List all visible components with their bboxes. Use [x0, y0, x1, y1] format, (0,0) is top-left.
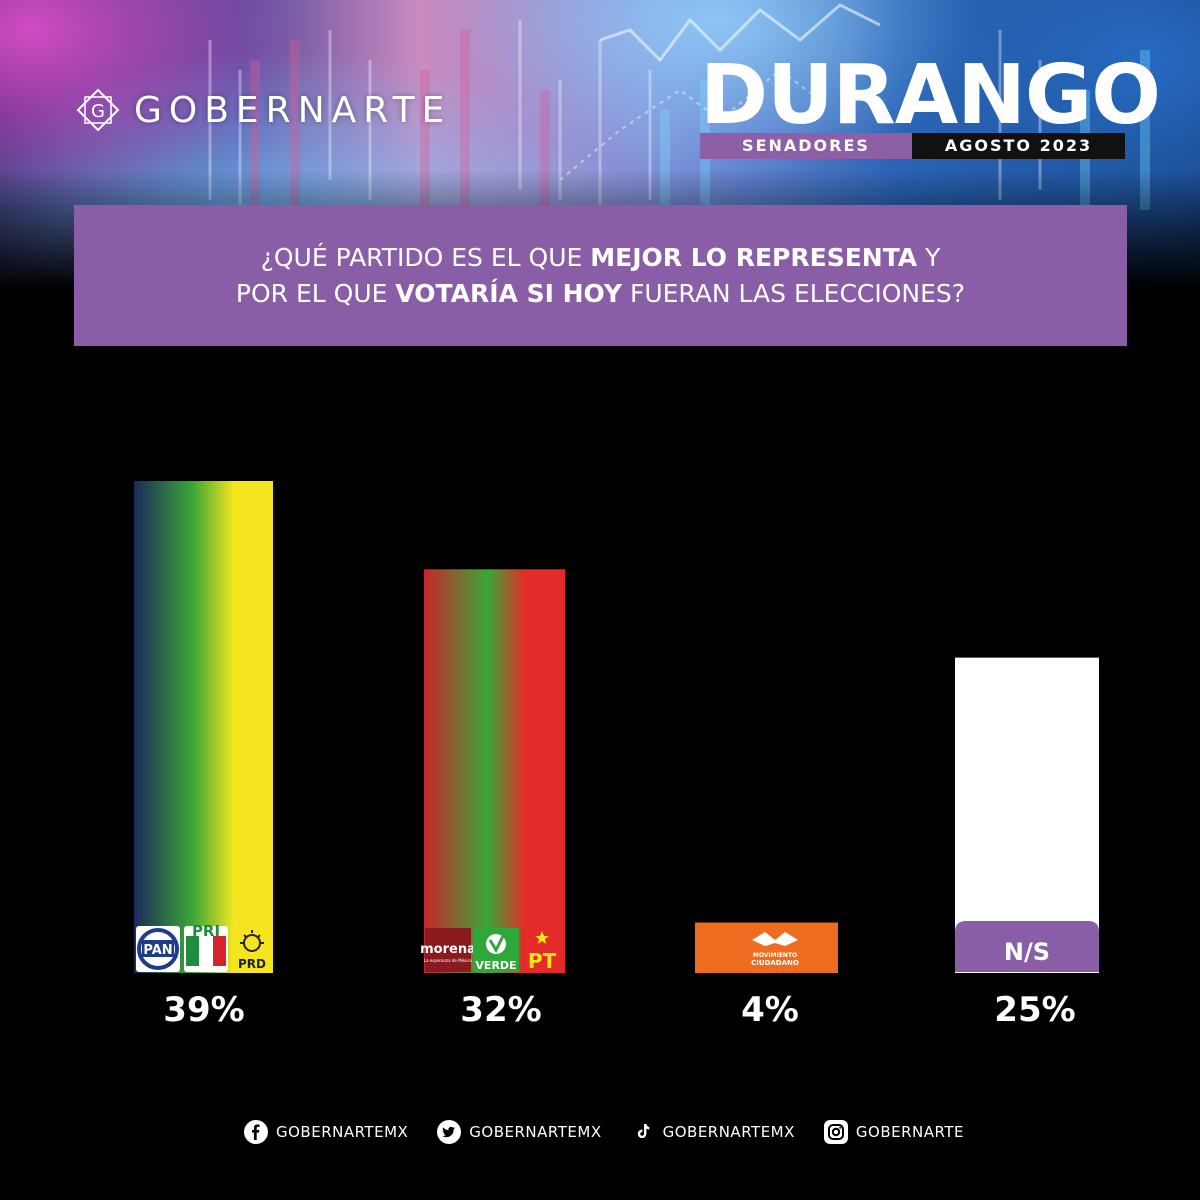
pt-logo-text: PT	[528, 949, 557, 973]
ns-label-text: N/S	[1004, 938, 1050, 966]
brand-name: GOBERNARTE	[134, 89, 452, 131]
category-tag: SENADORES	[700, 133, 912, 159]
ns-label: N/S	[955, 921, 1099, 972]
value-label-2: 32%	[460, 990, 541, 1030]
twitter-icon	[437, 1120, 462, 1144]
svg-text:G: G	[91, 101, 105, 122]
facebook-handle: GOBERNARTEMX	[276, 1123, 409, 1141]
question-emphasis: MEJOR LO REPRESENTA	[590, 242, 918, 272]
instagram-handle: GOBERNARTE	[855, 1123, 964, 1141]
morena-logo-tagline: La esperanza de México	[424, 958, 473, 963]
value-label-1: 39%	[163, 990, 244, 1030]
gobernarte-emblem-icon: G	[76, 88, 120, 132]
question-line-2: POR EL QUE VOTARÍA SI HOY FUERAN LAS ELE…	[236, 276, 965, 312]
question-line-1: ¿QUÉ PARTIDO ES EL QUE MEJOR LO REPRESEN…	[261, 240, 941, 276]
date-tag: AGOSTO 2023	[912, 133, 1125, 159]
morena-logo-text: morena	[420, 942, 476, 957]
movimiento-ciudadano-logo: MOVIMIENTO CIUDADANO	[751, 932, 799, 967]
tiktok-link[interactable]: GOBERNARTEMX	[631, 1120, 795, 1144]
verde-logo-text: VERDE	[475, 959, 516, 972]
tiktok-icon	[631, 1120, 655, 1144]
twitter-handle: GOBERNARTEMX	[469, 1123, 602, 1141]
brand-logo: G GOBERNARTE	[76, 88, 451, 132]
question-emphasis: VOTARÍA SI HOY	[395, 278, 622, 308]
morena-logo: morena La esperanza de México	[420, 928, 476, 972]
social-footer: GOBERNARTEMX GOBERNARTEMX GOBERNARTEMX G…	[244, 1118, 964, 1146]
pan-logo: PAN	[136, 926, 180, 972]
page-title: DURANGO	[700, 48, 1161, 143]
question-box: ¿QUÉ PARTIDO ES EL QUE MEJOR LO REPRESEN…	[74, 205, 1127, 346]
prd-logo-text: PRD	[238, 957, 266, 971]
bar-4	[955, 657, 1099, 973]
verde-logo: VERDE	[473, 928, 519, 972]
instagram-link[interactable]: GOBERNARTE	[823, 1120, 964, 1144]
question-text: POR EL QUE	[235, 278, 396, 308]
pan-logo-text: PAN	[143, 943, 172, 958]
twitter-link[interactable]: GOBERNARTEMX	[437, 1120, 601, 1144]
question-text: FUERAN LAS ELECCIONES?	[622, 278, 966, 308]
question-text: ¿QUÉ PARTIDO ES EL QUE	[260, 242, 591, 272]
instagram-icon	[823, 1120, 848, 1144]
question-text: Y	[917, 242, 941, 272]
pt-logo: PT	[521, 928, 564, 973]
bar-2	[424, 569, 565, 973]
prd-logo: PRD	[231, 926, 273, 972]
value-label-3: 4%	[741, 990, 799, 1030]
tiktok-handle: GOBERNARTEMX	[662, 1123, 795, 1141]
pri-logo: PRI	[184, 922, 228, 972]
bar-1	[134, 481, 273, 973]
bar-3	[695, 922, 838, 973]
value-label-4: 25%	[994, 990, 1075, 1030]
mc-logo-line-1: MOVIMIENTO	[753, 952, 797, 959]
facebook-icon	[244, 1120, 268, 1144]
mc-logo-line-2: CIUDADANO	[751, 959, 799, 967]
facebook-link[interactable]: GOBERNARTEMX	[244, 1120, 408, 1144]
pri-logo-text: PRI	[192, 922, 220, 940]
